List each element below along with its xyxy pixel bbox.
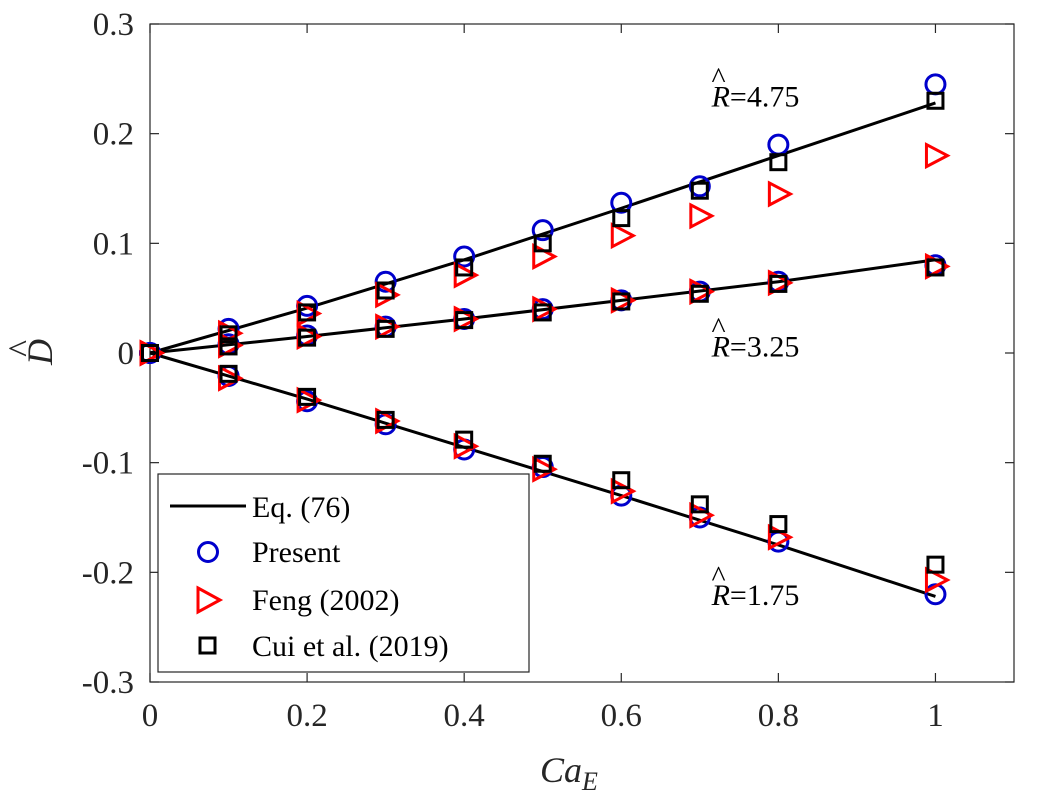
cui-point	[376, 410, 395, 429]
x-tick-label: 0.8	[758, 698, 799, 734]
legend-entry-line: Eq. (76)	[170, 491, 350, 524]
cui-point	[376, 319, 395, 338]
feng-point	[689, 202, 716, 230]
legend-label-eq76: Eq. (76)	[252, 491, 350, 524]
feng-point	[767, 180, 794, 208]
feng-point	[924, 566, 951, 594]
cui-point	[219, 325, 238, 344]
cui-point	[690, 495, 709, 514]
legend-label-cui: Cui et al. (2019)	[252, 630, 449, 663]
cui-point	[533, 454, 552, 473]
legend-label-feng: Feng (2002)	[252, 584, 399, 617]
legend-entry-cui: Cui et al. (2019)	[198, 630, 449, 663]
y-axis-label: D ^	[1, 339, 60, 366]
y-tick-label: 0	[118, 336, 135, 372]
feng-point	[924, 142, 951, 170]
feng-point	[218, 364, 244, 392]
r-hat-base: R	[711, 579, 730, 612]
x-tick-label: 0.2	[286, 698, 327, 734]
cui-point	[533, 234, 552, 253]
r-hat-accent: ^	[712, 61, 726, 94]
legend-marker-triangle	[196, 585, 224, 615]
feng-point	[532, 455, 558, 483]
present-point	[531, 219, 554, 242]
cui-point	[455, 430, 474, 449]
y-tick-label: 0.1	[93, 226, 134, 262]
legend-entry-present: Present	[197, 536, 341, 569]
x-axis-label-base: Ca	[540, 750, 582, 790]
cui-point	[690, 284, 709, 303]
feng-point	[610, 477, 637, 505]
cui-point	[769, 153, 788, 172]
cui-point	[612, 292, 631, 311]
y-axis-label-base: D	[20, 339, 60, 366]
annotations: R=4.75^R=3.25^R=1.75^	[711, 61, 800, 612]
feng-point	[689, 501, 716, 529]
x-axis-label: CaE	[540, 750, 598, 793]
r-hat-annotation: R=4.75^	[711, 61, 800, 113]
r-hat-base: R	[711, 330, 730, 363]
present-point	[374, 270, 397, 293]
present-point	[453, 245, 476, 268]
y-axis-label-hat: ^	[1, 340, 41, 358]
y-tick-label: -0.1	[82, 446, 134, 482]
y-tick-label: -0.3	[82, 665, 134, 701]
feng-point	[610, 222, 637, 250]
r-hat-accent: ^	[712, 311, 726, 344]
cui-point	[219, 364, 238, 383]
legend-marker-circle	[197, 541, 219, 563]
r-hat-base: R	[711, 80, 730, 113]
legend-label-present: Present	[252, 536, 341, 569]
x-tick-label: 1	[927, 698, 944, 734]
feng-point	[375, 281, 401, 309]
model-curve	[149, 101, 936, 355]
legend-marker-square	[198, 636, 217, 655]
y-tick-label: 0.3	[93, 7, 134, 43]
r-hat-accent: ^	[712, 560, 726, 593]
r-hat-value: =1.75	[730, 579, 799, 612]
legend-entry-feng: Feng (2002)	[196, 584, 399, 617]
cui-point	[376, 281, 395, 300]
legend: Eq. (76) Present Feng (2002) Cui et al. …	[157, 473, 530, 673]
tick-group: 0 0.2 0.4 0.6 0.8 1 -0.3 -0.2 -0.1 0 0.1 0.2 0.3	[82, 7, 1014, 734]
cui-point	[769, 274, 788, 293]
cui-point	[690, 181, 709, 200]
r-hat-label: R=3.25	[711, 330, 800, 363]
data-markers	[139, 73, 951, 606]
r-hat-value: =4.75	[730, 80, 799, 113]
r-hat-label: R=4.75	[711, 80, 800, 113]
cui-point	[769, 515, 788, 534]
r-hat-value: =3.25	[730, 330, 799, 363]
x-tick-label: 0	[142, 698, 159, 734]
r-hat-annotation: R=3.25^	[711, 311, 800, 363]
cui-point	[612, 209, 631, 228]
cui-point	[926, 258, 945, 277]
cui-point	[533, 303, 552, 322]
cui-point	[455, 311, 474, 330]
x-tick-label: 0.6	[601, 698, 642, 734]
y-tick-label: -0.2	[82, 555, 134, 591]
cui-point	[298, 303, 317, 322]
r-hat-annotation: R=1.75^	[711, 560, 800, 612]
x-tick-label: 0.4	[444, 698, 485, 734]
cui-point	[219, 337, 238, 356]
cui-point	[926, 555, 945, 574]
cui-point	[926, 91, 945, 110]
y-tick-label: 0.2	[93, 117, 134, 153]
model-curve	[149, 258, 936, 355]
cui-point	[298, 387, 317, 406]
cui-point	[298, 328, 317, 347]
cui-point	[612, 471, 631, 490]
present-point	[610, 191, 633, 214]
cui-point	[455, 258, 474, 277]
present-point	[688, 175, 711, 198]
cui-point	[141, 344, 159, 362]
r-hat-label: R=1.75	[711, 579, 800, 612]
x-axis-label-sub: E	[581, 767, 598, 793]
